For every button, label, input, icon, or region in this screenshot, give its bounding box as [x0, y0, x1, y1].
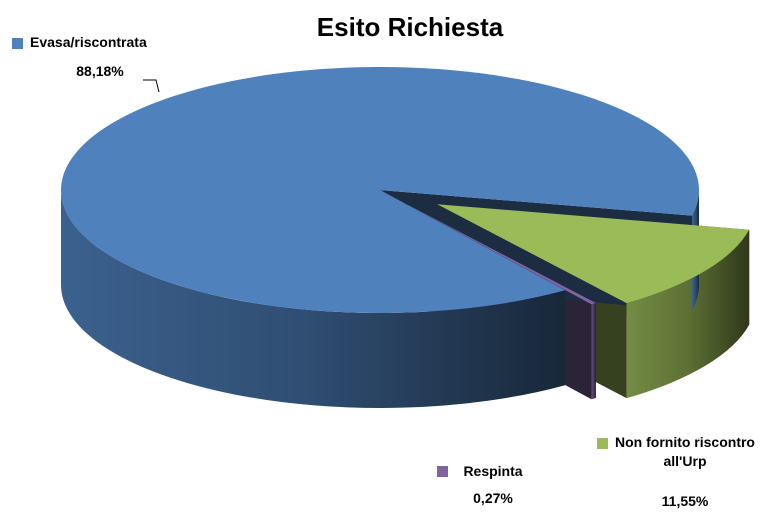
slice-side — [591, 303, 596, 400]
slice — [60, 66, 699, 313]
slice-side — [626, 229, 750, 399]
category-label: Evasa/riscontrata — [30, 34, 147, 50]
legend-swatch — [597, 438, 608, 449]
slice — [437, 204, 750, 304]
legend-swatch — [12, 38, 23, 49]
leader-line — [143, 79, 160, 93]
value-label: 88,18% — [76, 63, 124, 79]
chart-title: Esito Richiesta — [316, 12, 504, 42]
legend-swatch — [437, 466, 448, 477]
slice — [406, 204, 596, 305]
category-label: Respinta — [463, 463, 523, 479]
category-label: Non fornito riscontro all'Urp — [615, 434, 755, 469]
value-label: 0,27% — [473, 490, 513, 506]
value-label: 11,55% — [661, 493, 709, 509]
slice-side — [60, 190, 566, 408]
